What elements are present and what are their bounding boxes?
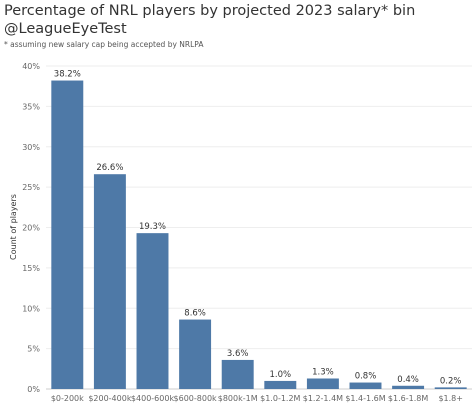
bar <box>392 385 425 389</box>
data-label: 0.2% <box>440 376 462 386</box>
x-tick-label: $0-200k <box>51 394 84 403</box>
x-tick-label: $1.6-1.8M <box>388 394 428 403</box>
x-tick-label: $400-600k <box>131 394 175 403</box>
data-label: 1.0% <box>269 370 291 380</box>
chart-subtitle: * assuming new salary cap being accepted… <box>4 40 204 49</box>
y-tick-label: 30% <box>22 143 40 152</box>
bar <box>179 319 212 389</box>
bars <box>51 80 467 389</box>
x-tick-label: $800k-1M <box>218 394 258 403</box>
data-label: 0.8% <box>355 372 377 382</box>
x-tick-label: $1.8+ <box>438 394 463 403</box>
y-axis-label: Count of players <box>9 194 18 260</box>
bar <box>264 380 297 389</box>
chart-title: Percentage of NRL players by projected 2… <box>4 3 416 19</box>
bar <box>51 80 84 389</box>
x-axis-ticks: $0-200k $200-400k $400-600k $600-800k $800k-… <box>51 394 463 403</box>
bar <box>434 387 467 389</box>
data-label: 8.6% <box>184 309 206 319</box>
data-label: 26.6% <box>96 163 123 173</box>
y-tick-label: 35% <box>22 102 40 111</box>
bar <box>93 174 126 389</box>
y-tick-label: 20% <box>22 224 40 233</box>
bar <box>221 359 254 389</box>
y-tick-label: 15% <box>22 264 40 273</box>
bar <box>349 382 382 389</box>
data-label: 38.2% <box>54 70 81 80</box>
y-axis-ticks: 0% 5% 10% 15% 20% 25% 30% 35% 40% <box>22 62 40 394</box>
data-labels: 38.2% 26.6% 19.3% 8.6% 3.6% 1.0% 1.3% 0.8% 0.4% 0… <box>54 70 462 387</box>
data-label: 1.3% <box>312 368 334 378</box>
data-label: 19.3% <box>139 222 166 232</box>
x-tick-label: $1.2-1.4M <box>303 394 343 403</box>
bar <box>306 378 339 389</box>
x-tick-label: $1.0-1.2M <box>260 394 300 403</box>
bar <box>136 233 169 389</box>
data-label: 3.6% <box>227 349 249 359</box>
y-tick-label: 5% <box>27 345 40 354</box>
x-tick-label: $200-400k <box>88 394 132 403</box>
y-tick-label: 25% <box>22 183 40 192</box>
x-tick-label: $1.4-1.6M <box>345 394 385 403</box>
y-tick-label: 0% <box>27 385 40 394</box>
y-tick-label: 40% <box>22 62 40 71</box>
chart-title-handle: @LeagueEyeTest <box>4 21 127 37</box>
data-label: 0.4% <box>397 375 419 385</box>
x-tick-label: $600-800k <box>174 394 218 403</box>
y-tick-label: 10% <box>22 304 40 313</box>
